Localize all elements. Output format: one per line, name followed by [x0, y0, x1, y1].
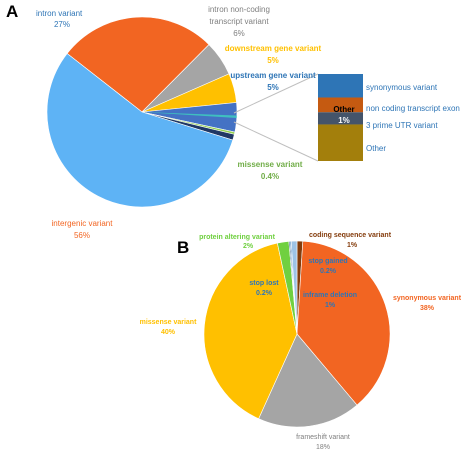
- other-connector-top: [233, 73, 319, 114]
- panel-b-letter: B: [177, 238, 189, 257]
- pct-intron-noncoding: 6%: [233, 29, 245, 38]
- label-upstream-gene-variant: upstream gene variant: [230, 71, 316, 80]
- pie-a-slice-accent-sliver: [142, 112, 237, 118]
- pie-b-slice-frameshift-variant: [258, 333, 358, 428]
- pct-inframe-deletion: 1%: [325, 302, 336, 309]
- pie-b: coding sequence variant 1% protein alter…: [140, 232, 462, 451]
- pie-a-slice-intergenic-variant: [46, 53, 234, 208]
- label-other-synonymous: synonymous variant: [366, 83, 438, 92]
- pct-intron-variant: 27%: [54, 20, 70, 29]
- label-other-noncoding-exon: non coding transcript exon: [366, 104, 460, 113]
- pct-protein-altering-variant: 2%: [243, 243, 254, 250]
- pct-downstream-gene-variant: 5%: [267, 56, 279, 65]
- pie-a-slice-intron-variant: [66, 16, 210, 113]
- label-other-3utr: 3 prime UTR variant: [366, 121, 438, 130]
- label-other-other: Other: [366, 144, 386, 153]
- other-bar-pct: 1%: [338, 116, 350, 125]
- label-downstream-gene-variant: downstream gene variant: [225, 44, 322, 53]
- pct-stop-lost: 0.2%: [256, 290, 273, 297]
- pct-missense-variant-b: 40%: [161, 329, 176, 336]
- other-breakdown-bar: [318, 74, 363, 161]
- pie-a: Other 1% intron variant 27% intron non-c…: [36, 5, 460, 240]
- label-inframe-deletion: inframe deletion: [303, 292, 357, 299]
- label-missense-variant-a: missense variant: [238, 160, 303, 169]
- pie-b-slice-inframe-deletion: [290, 240, 298, 335]
- pct-frameshift-variant: 18%: [316, 444, 330, 451]
- pct-upstream-gene-variant: 5%: [267, 83, 279, 92]
- panel-a-letter: A: [6, 2, 18, 21]
- label-stop-gained: stop gained: [308, 258, 347, 265]
- pie-b-slices: [203, 240, 391, 428]
- label-protein-altering-variant: protein altering variant: [199, 234, 276, 241]
- other-bar-segment-3-prime-utr-variant: [318, 112, 363, 125]
- pie-b-slice-synonymous-variant: [296, 240, 391, 406]
- other-bar-segment-non-coding-transcript-exon: [318, 97, 363, 113]
- label-intron-noncoding-2: transcript variant: [209, 17, 269, 26]
- other-connector-bottom: [233, 121, 319, 162]
- label-coding-sequence-variant: coding sequence variant: [309, 232, 392, 239]
- label-frameshift-variant: frameshift variant: [296, 434, 350, 441]
- other-bar-segment-synonymous-variant: [318, 74, 363, 98]
- label-intergenic-variant: intergenic variant: [52, 219, 114, 228]
- label-synonymous-variant-b: synonymous variant: [393, 295, 462, 302]
- label-missense-variant-b: missense variant: [140, 319, 197, 326]
- pct-stop-gained: 0.2%: [320, 268, 337, 275]
- pct-synonymous-variant-b: 38%: [420, 305, 435, 312]
- label-intron-variant: intron variant: [36, 9, 83, 18]
- other-bar-label: Other: [333, 105, 354, 114]
- pct-coding-sequence-variant: 1%: [347, 242, 358, 249]
- other-bar-segment-other: [318, 124, 363, 161]
- pct-intergenic-variant: 56%: [74, 231, 90, 240]
- label-stop-lost: stop lost: [249, 280, 279, 287]
- pie-b-slice-missense-variant: [203, 242, 298, 420]
- pie-a-slices: [46, 16, 238, 208]
- label-intron-noncoding-1: intron non-coding: [208, 5, 270, 14]
- pct-missense-variant-a: 0.4%: [261, 172, 279, 181]
